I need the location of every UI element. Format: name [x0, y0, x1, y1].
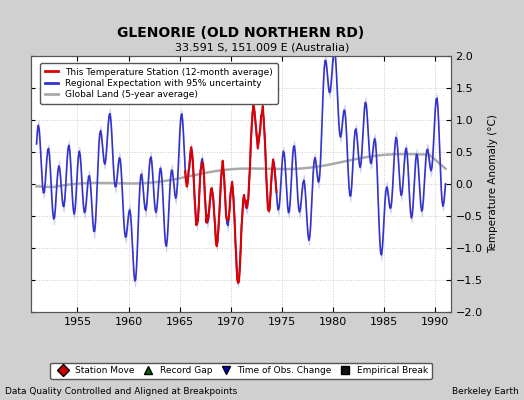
Legend: Station Move, Record Gap, Time of Obs. Change, Empirical Break: Station Move, Record Gap, Time of Obs. C… — [50, 362, 432, 379]
Text: Berkeley Earth: Berkeley Earth — [452, 387, 519, 396]
Text: 33.591 S, 151.009 E (Australia): 33.591 S, 151.009 E (Australia) — [175, 42, 349, 52]
Y-axis label: Temperature Anomaly (°C): Temperature Anomaly (°C) — [488, 114, 498, 254]
Text: Data Quality Controlled and Aligned at Breakpoints: Data Quality Controlled and Aligned at B… — [5, 387, 237, 396]
Title: GLENORIE (OLD NORTHERN RD): GLENORIE (OLD NORTHERN RD) — [117, 26, 365, 40]
